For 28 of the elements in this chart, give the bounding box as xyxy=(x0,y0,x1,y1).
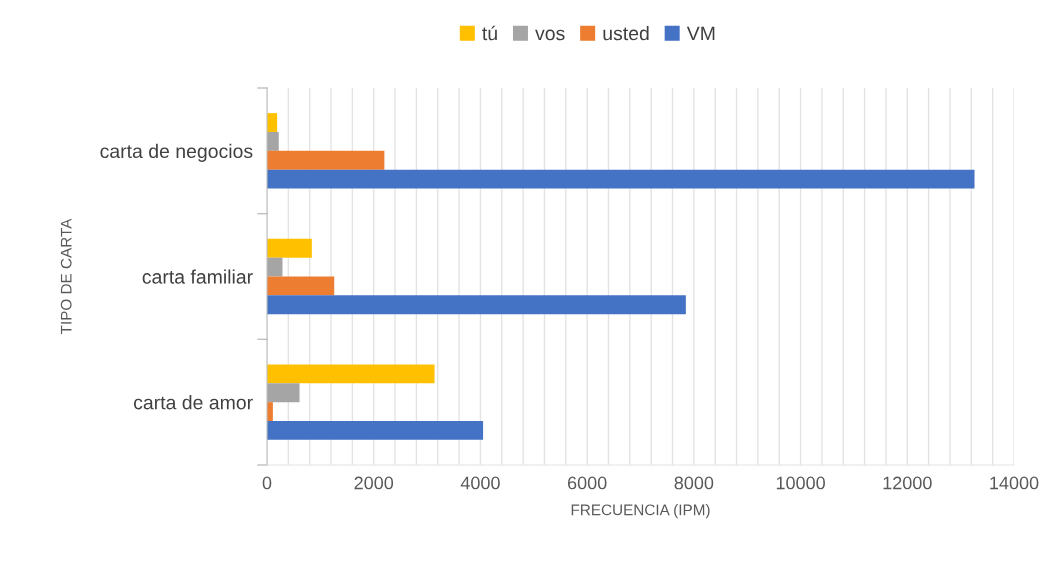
bar xyxy=(267,169,975,189)
legend-label: VM xyxy=(686,26,715,41)
bar xyxy=(267,131,279,151)
x-tick-label: 10000 xyxy=(776,476,825,490)
legend-label: usted xyxy=(603,25,649,41)
bar xyxy=(267,295,686,315)
x-tick-label: 4000 xyxy=(460,476,500,490)
y-tick-label: carta de negocios xyxy=(100,143,253,162)
y-axis-title: TIPO DE CARTA xyxy=(60,218,72,335)
bar xyxy=(267,238,312,258)
legend-label: tú xyxy=(482,25,497,41)
x-tick-label: 12000 xyxy=(883,476,932,490)
bar xyxy=(267,257,283,277)
x-tick-label: 0 xyxy=(262,476,272,490)
bar xyxy=(267,113,278,132)
x-axis-title: FRECUENCIA (IPM) xyxy=(571,504,710,519)
legend-label: vos xyxy=(535,29,565,41)
x-tick-label: 14000 xyxy=(990,476,1039,490)
x-tick-label: 8000 xyxy=(674,476,714,490)
bar xyxy=(267,276,335,296)
x-tick-label: 2000 xyxy=(354,476,394,490)
bar xyxy=(267,421,484,440)
x-tick-label: 6000 xyxy=(567,476,607,490)
bar xyxy=(267,383,300,403)
bar xyxy=(267,364,435,384)
bar xyxy=(267,150,385,170)
y-tick-label: carta de amor xyxy=(133,395,253,410)
y-tick-label: carta familiar xyxy=(142,269,253,284)
